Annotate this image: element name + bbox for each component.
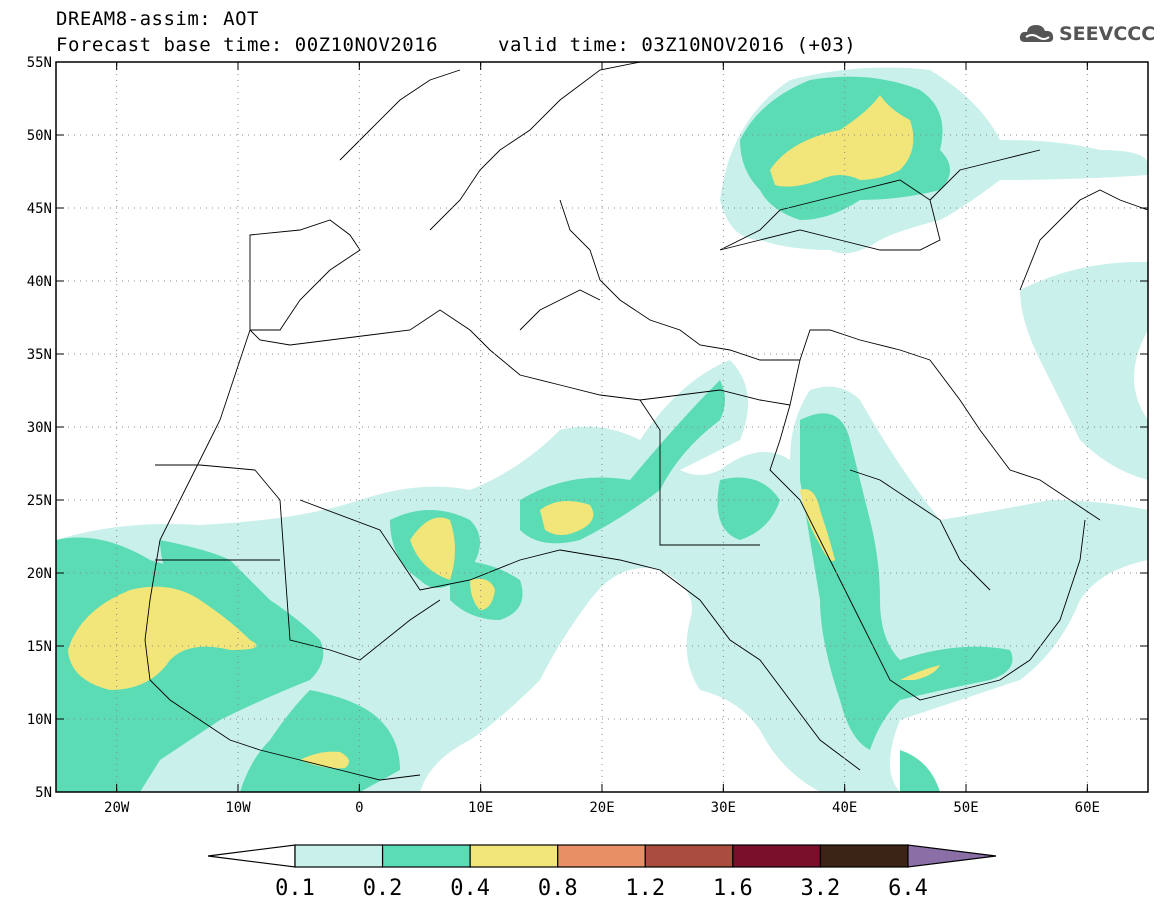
- logo-text: SEEVCCC: [1059, 23, 1156, 45]
- lon-tick-label: 40E: [832, 800, 857, 816]
- colorbar-segment: [557, 844, 646, 868]
- colorbar-high-arrow: [907, 844, 997, 868]
- colorbar-label: 3.2: [801, 876, 841, 901]
- colorbar-label: 1.6: [713, 876, 753, 901]
- colorbar-label: 6.4: [888, 876, 928, 901]
- lat-tick-label: 35N: [27, 347, 52, 363]
- colorbar-label: 0.4: [450, 876, 490, 901]
- aot-level-0.4: [68, 95, 940, 769]
- lon-tick-label: 10E: [468, 800, 493, 816]
- lon-tick-label: 30E: [711, 800, 736, 816]
- lon-tick-label: 20E: [589, 800, 614, 816]
- lon-tick-label: 0: [355, 800, 363, 816]
- lat-tick-label: 5N: [35, 785, 52, 801]
- map-title: DREAM8-assim: AOT: [56, 8, 259, 30]
- lon-tick-label: 60E: [1075, 800, 1100, 816]
- aot-fields: [56, 67, 1148, 792]
- lat-tick-label: 15N: [27, 639, 52, 655]
- time-line: Forecast base time: 00Z10NOV2016 valid ti…: [56, 36, 856, 55]
- colorbar: 0.1 0.2 0.4 0.8 1.2 1.6 3.2 6.4: [207, 844, 997, 901]
- coastlines: [144, 62, 1148, 781]
- lon-tick-label: 20W: [104, 800, 130, 816]
- colorbar-label: 0.1: [275, 876, 315, 901]
- colorbar-label: 1.2: [625, 876, 665, 901]
- colorbar-segment: [381, 844, 471, 868]
- colorbar-segment: [819, 844, 909, 868]
- colorbar-low-arrow: [207, 844, 296, 868]
- lon-tick-label: 50E: [953, 800, 978, 816]
- lat-tick-label: 40N: [27, 274, 52, 290]
- valid-time: valid time: 03Z10NOV2016 (+03): [498, 34, 857, 56]
- colorbar-segment: [294, 844, 384, 868]
- forecast-base-time: Forecast base time: 00Z10NOV2016: [56, 34, 439, 56]
- lat-tick-label: 30N: [27, 420, 52, 436]
- seevccc-logo: SEEVCCC: [1018, 22, 1155, 46]
- colorbar-segment: [644, 844, 734, 868]
- lat-tick-label: 25N: [27, 493, 52, 509]
- colorbar-label: 0.8: [538, 876, 578, 901]
- cloud-icon: [1018, 22, 1056, 46]
- colorbar-label: 0.2: [363, 876, 403, 901]
- lon-tick-label: 10W: [225, 800, 251, 816]
- lat-tick-label: 50N: [27, 128, 52, 144]
- axis-ticks: 5N 10N 15N 20N 25N 30N 35N 40N 45N 50N 55N 20W 10W 0 1…: [27, 55, 1148, 816]
- lat-tick-label: 45N: [27, 201, 52, 217]
- colorbar-segment: [732, 844, 822, 868]
- lat-tick-label: 55N: [27, 55, 52, 71]
- lat-tick-label: 20N: [27, 566, 52, 582]
- graticule: [56, 62, 1148, 792]
- lat-tick-label: 10N: [27, 712, 52, 728]
- colorbar-segment: [469, 844, 559, 868]
